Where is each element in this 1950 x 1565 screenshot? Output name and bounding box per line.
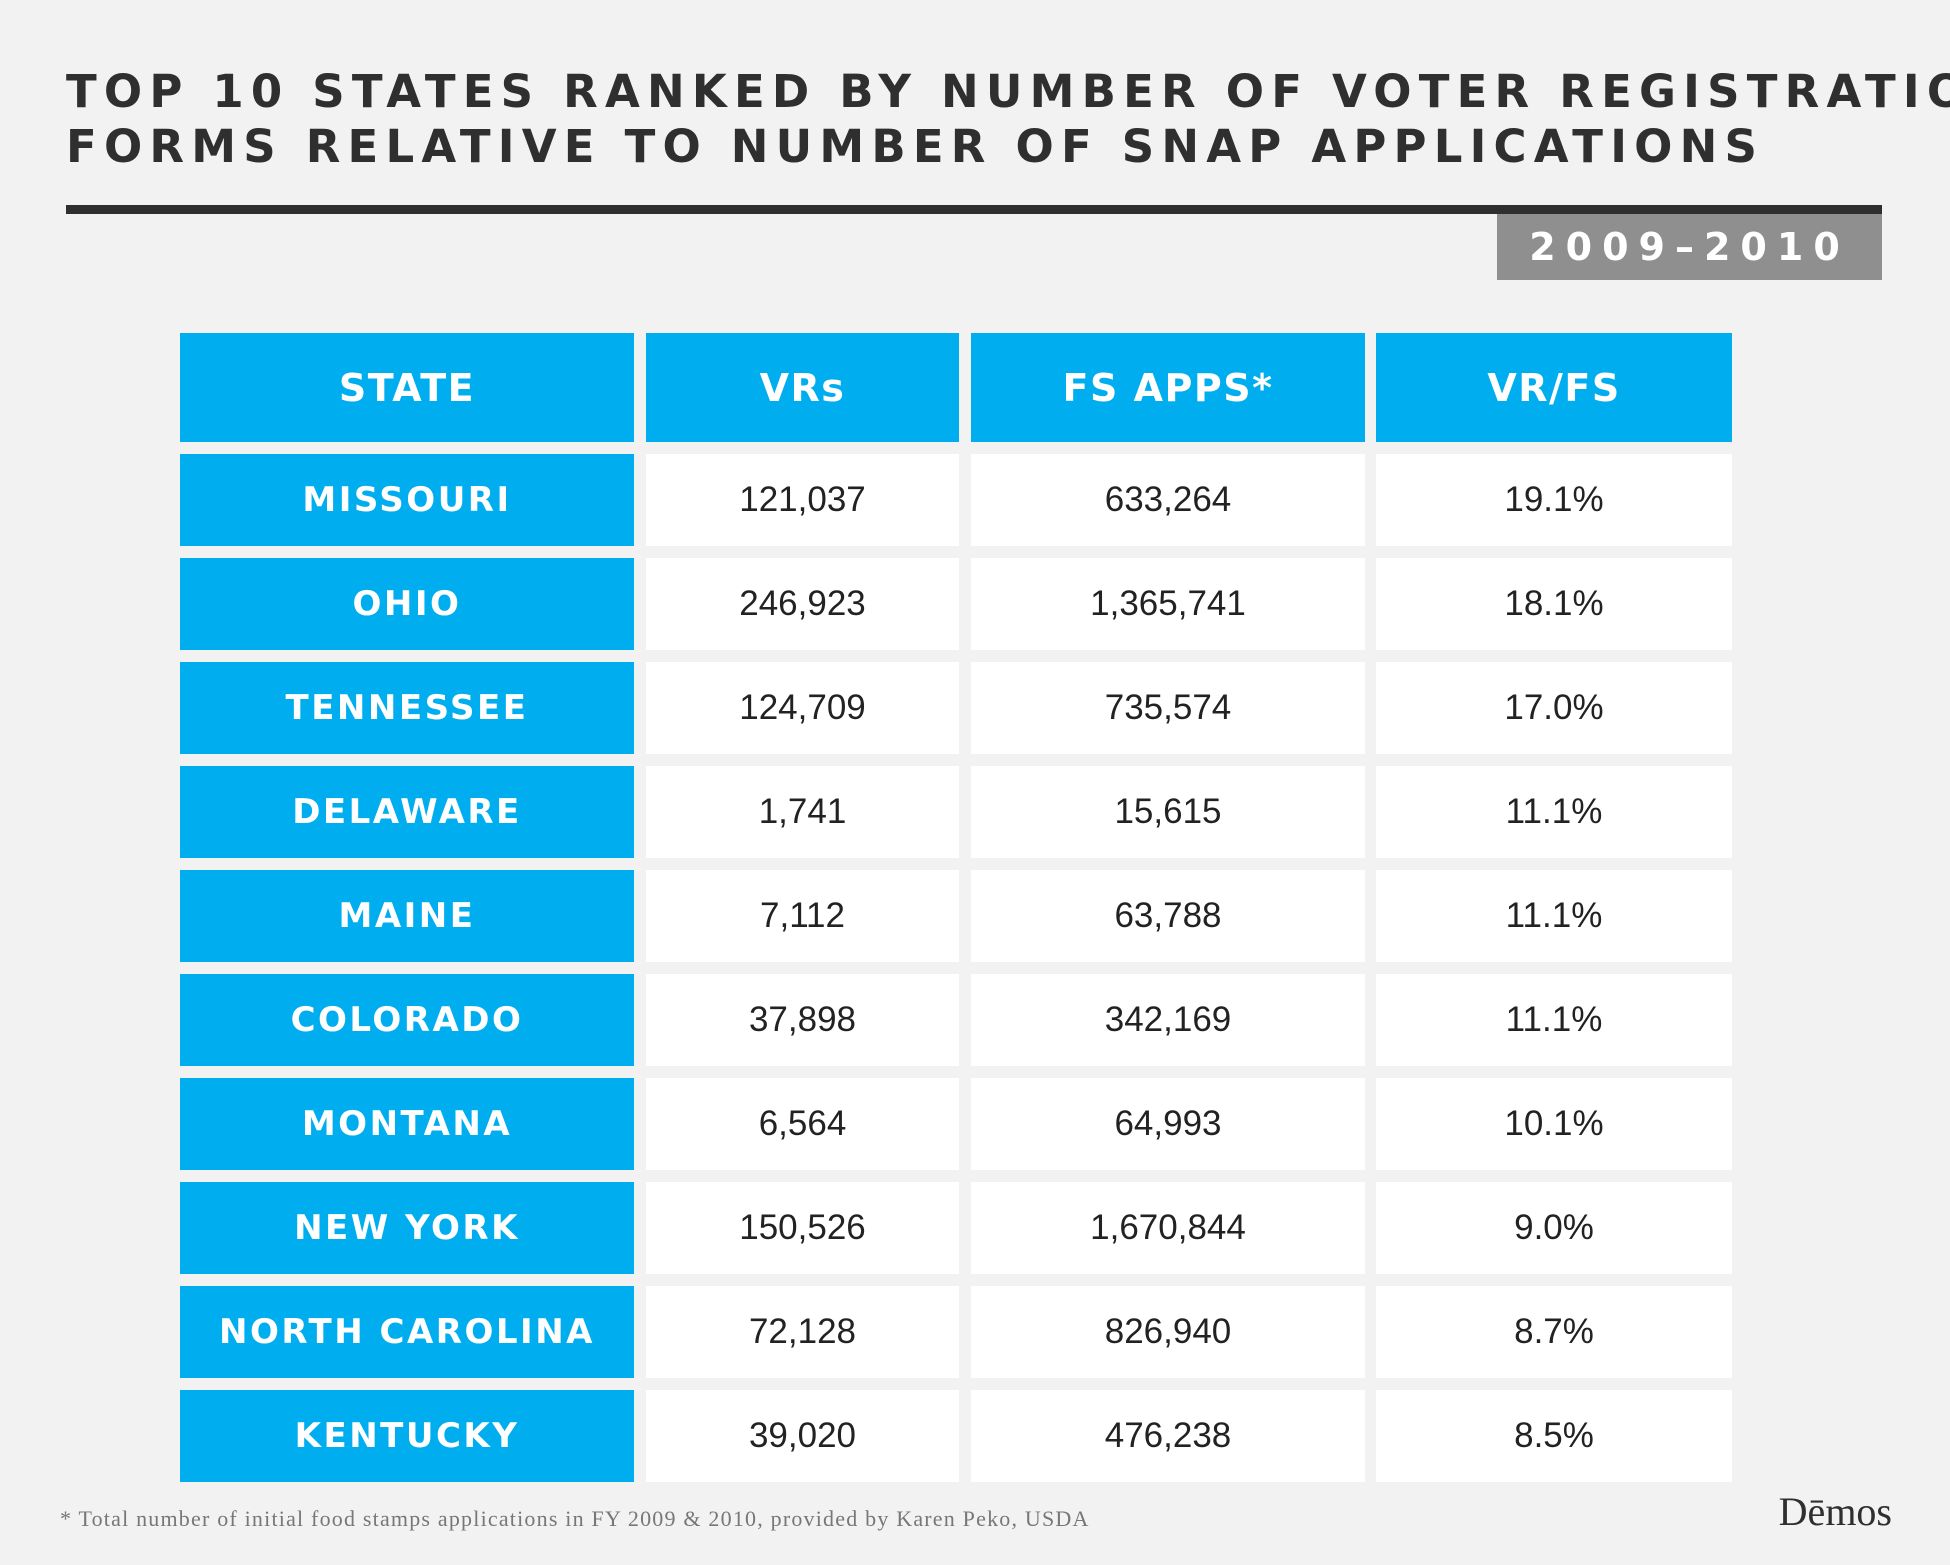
state-name-cell: COLORADO xyxy=(180,974,634,1066)
column-header-state: STATE xyxy=(180,333,634,442)
column-header-vrs: VRs xyxy=(646,333,959,442)
state-name-cell: KENTUCKY xyxy=(180,1390,634,1482)
year-badge: 2009–2010 xyxy=(1497,214,1882,280)
vr-fs-cell: 8.7% xyxy=(1376,1286,1732,1378)
fs-apps-cell: 476,238 xyxy=(971,1390,1365,1482)
state-name-cell: NORTH CAROLINA xyxy=(180,1286,634,1378)
chart-title-line-2: FORMS RELATIVE TO NUMBER OF SNAP APPLICA… xyxy=(66,120,1765,173)
vrs-cell: 124,709 xyxy=(646,662,959,754)
fs-apps-cell: 63,788 xyxy=(971,870,1365,962)
footnote: * Total number of initial food stamps ap… xyxy=(60,1506,1090,1531)
chart-title-line-1: TOP 10 STATES RANKED BY NUMBER OF VOTER … xyxy=(66,65,1950,118)
state-name-cell: TENNESSEE xyxy=(180,662,634,754)
column-header-fs-apps: FS APPS* xyxy=(971,333,1365,442)
fs-apps-cell: 64,993 xyxy=(971,1078,1365,1170)
vr-fs-cell: 11.1% xyxy=(1376,870,1732,962)
state-name-cell: DELAWARE xyxy=(180,766,634,858)
state-name-cell: NEW YORK xyxy=(180,1182,634,1274)
vr-fs-cell: 18.1% xyxy=(1376,558,1732,650)
vr-fs-cell: 17.0% xyxy=(1376,662,1732,754)
state-name-cell: MAINE xyxy=(180,870,634,962)
vrs-cell: 7,112 xyxy=(646,870,959,962)
vrs-cell: 37,898 xyxy=(646,974,959,1066)
fs-apps-cell: 1,365,741 xyxy=(971,558,1365,650)
fs-apps-cell: 735,574 xyxy=(971,662,1365,754)
vr-fs-cell: 9.0% xyxy=(1376,1182,1732,1274)
fs-apps-cell: 633,264 xyxy=(971,454,1365,546)
state-name-cell: MISSOURI xyxy=(180,454,634,546)
demos-logo: Dēmos xyxy=(1778,1489,1892,1534)
vr-fs-cell: 11.1% xyxy=(1376,766,1732,858)
fs-apps-cell: 15,615 xyxy=(971,766,1365,858)
vrs-cell: 39,020 xyxy=(646,1390,959,1482)
state-name-cell: OHIO xyxy=(180,558,634,650)
fs-apps-cell: 826,940 xyxy=(971,1286,1365,1378)
vrs-cell: 150,526 xyxy=(646,1182,959,1274)
vrs-cell: 72,128 xyxy=(646,1286,959,1378)
column-header-vr-fs: VR/FS xyxy=(1376,333,1732,442)
state-name-cell: MONTANA xyxy=(180,1078,634,1170)
vr-fs-cell: 19.1% xyxy=(1376,454,1732,546)
chart-title: TOP 10 STATES RANKED BY NUMBER OF VOTER … xyxy=(66,64,1950,174)
title-divider xyxy=(66,205,1882,214)
vr-fs-cell: 11.1% xyxy=(1376,974,1732,1066)
fs-apps-cell: 1,670,844 xyxy=(971,1182,1365,1274)
vrs-cell: 246,923 xyxy=(646,558,959,650)
vr-fs-cell: 8.5% xyxy=(1376,1390,1732,1482)
vr-fs-cell: 10.1% xyxy=(1376,1078,1732,1170)
fs-apps-cell: 342,169 xyxy=(971,974,1365,1066)
vrs-cell: 121,037 xyxy=(646,454,959,546)
vrs-cell: 6,564 xyxy=(646,1078,959,1170)
vrs-cell: 1,741 xyxy=(646,766,959,858)
